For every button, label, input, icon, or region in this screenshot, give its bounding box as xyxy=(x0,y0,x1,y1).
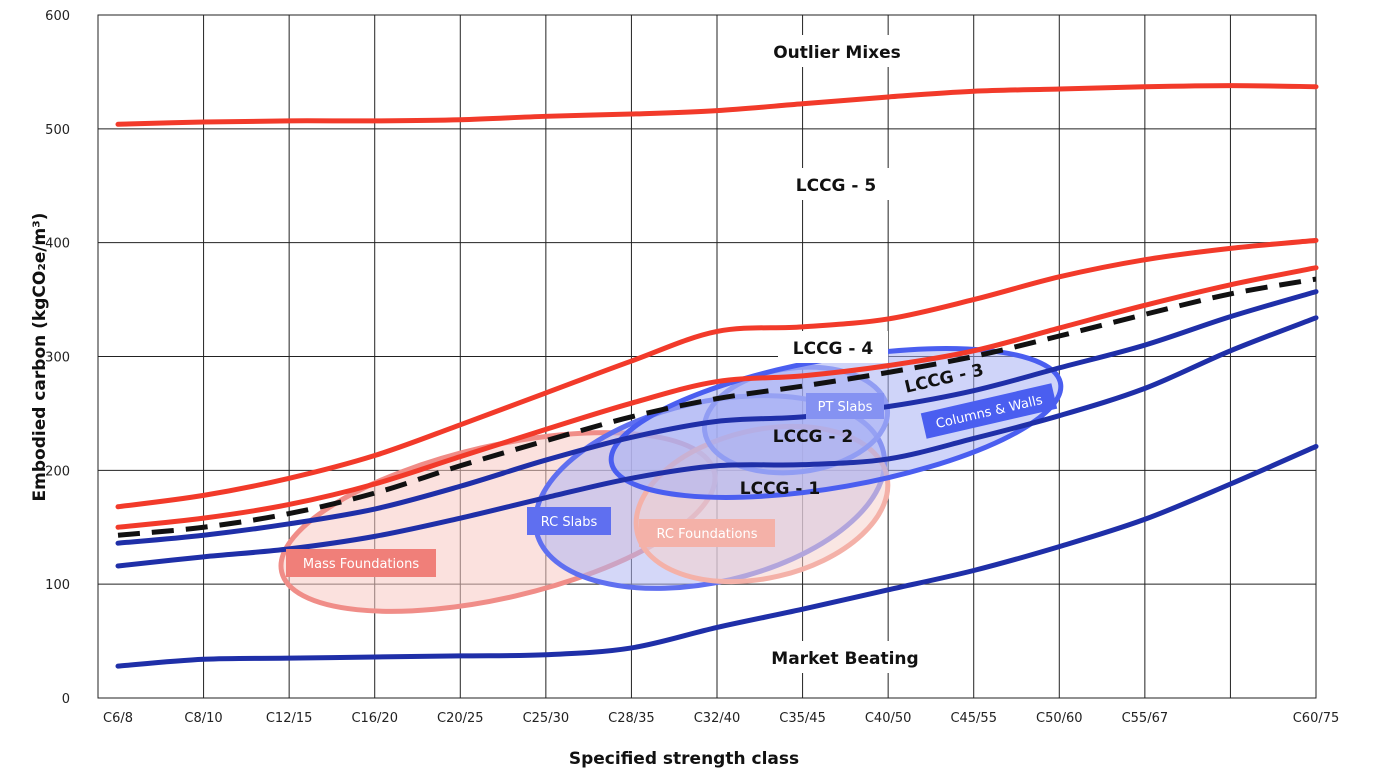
band-label: Outlier Mixes xyxy=(773,43,901,63)
band-label-group: Outlier Mixes xyxy=(762,35,912,67)
series-lines xyxy=(115,83,1319,669)
x-tick-label: C35/45 xyxy=(779,711,826,726)
zone-label: PT Slabs xyxy=(818,400,873,415)
x-tick-label: C8/10 xyxy=(184,711,222,726)
band-label-group: LCCG - 5 xyxy=(776,168,896,200)
series-line-3 xyxy=(115,265,1319,530)
grid xyxy=(97,14,1317,699)
series-line-5 xyxy=(115,289,1319,546)
y-tick-label: 300 xyxy=(45,351,70,366)
y-tick-label: 600 xyxy=(45,9,70,24)
x-tick-label: C40/50 xyxy=(865,711,912,726)
x-tick-label: C45/55 xyxy=(950,711,997,726)
series-line-2 xyxy=(115,237,1319,510)
x-tick-label: C28/35 xyxy=(608,711,655,726)
x-tick-label: C6/8 xyxy=(103,711,133,726)
zone-badge: PT Slabs xyxy=(806,393,884,419)
y-tick-label: 500 xyxy=(45,123,70,138)
x-tick-label: C50/60 xyxy=(1036,711,1083,726)
zone-badge-bg xyxy=(639,519,775,547)
zone-badge-bg xyxy=(806,393,884,419)
y-axis-ticks: 0 100 200 300 400 500 600 xyxy=(45,9,70,707)
x-axis-title: Specified strength class xyxy=(569,749,799,769)
band-label-group: LCCG - 4 xyxy=(778,331,888,363)
x-tick-label: C16/20 xyxy=(351,711,398,726)
y-axis-title: Embodied carbon (kgCO₂e/m³) xyxy=(30,213,50,502)
series-line-4 xyxy=(117,276,1317,538)
series-line-1 xyxy=(115,83,1319,127)
zone-badge-bg xyxy=(527,507,611,535)
band-label: LCCG - 1 xyxy=(740,479,820,499)
y-tick-label: 0 xyxy=(62,692,70,707)
band-label-group: Market Beating xyxy=(760,641,930,673)
zone-badge: RC Slabs xyxy=(527,507,611,535)
series-line-6 xyxy=(115,315,1319,569)
series-line-7 xyxy=(115,443,1319,669)
band-label: LCCG - 2 xyxy=(773,427,853,447)
y-tick-label: 100 xyxy=(45,578,70,593)
x-tick-label: C60/75 xyxy=(1293,711,1340,726)
zone-label: Mass Foundations xyxy=(303,557,419,572)
zone-badge: Mass Foundations xyxy=(286,549,436,577)
band-label-group: LCCG - 1 xyxy=(740,479,820,499)
band-label-bg xyxy=(778,331,888,363)
band-label: LCCG - 5 xyxy=(796,176,876,196)
x-axis-ticks: C6/8 C8/10 C12/15 C16/20 C20/25 C25/30 C28/35 C… xyxy=(103,711,1339,726)
band-label-bg xyxy=(776,168,896,200)
x-tick-label: C32/40 xyxy=(694,711,741,726)
band-label: LCCG - 4 xyxy=(793,339,874,359)
zone-badge-bg xyxy=(286,549,436,577)
zone-label: RC Slabs xyxy=(541,515,598,530)
zone-badge-bg xyxy=(920,383,1058,439)
x-tick-label: C12/15 xyxy=(266,711,313,726)
x-tick-label: C20/25 xyxy=(437,711,484,726)
x-tick-label: C25/30 xyxy=(523,711,570,726)
zone-badge: RC Foundations xyxy=(639,519,775,547)
band-label: Market Beating xyxy=(771,649,918,669)
band-label-group: LCCG - 2 xyxy=(773,427,853,447)
band-label-bg xyxy=(762,35,912,67)
zone-label: RC Foundations xyxy=(657,527,758,542)
y-tick-label: 200 xyxy=(45,464,70,479)
zone-badges: Mass Foundations RC Slabs RC Foundations PT… xyxy=(286,383,1058,577)
band-label-bg xyxy=(760,641,930,673)
y-tick-label: 400 xyxy=(45,237,70,252)
x-tick-label: C55/67 xyxy=(1122,711,1169,726)
